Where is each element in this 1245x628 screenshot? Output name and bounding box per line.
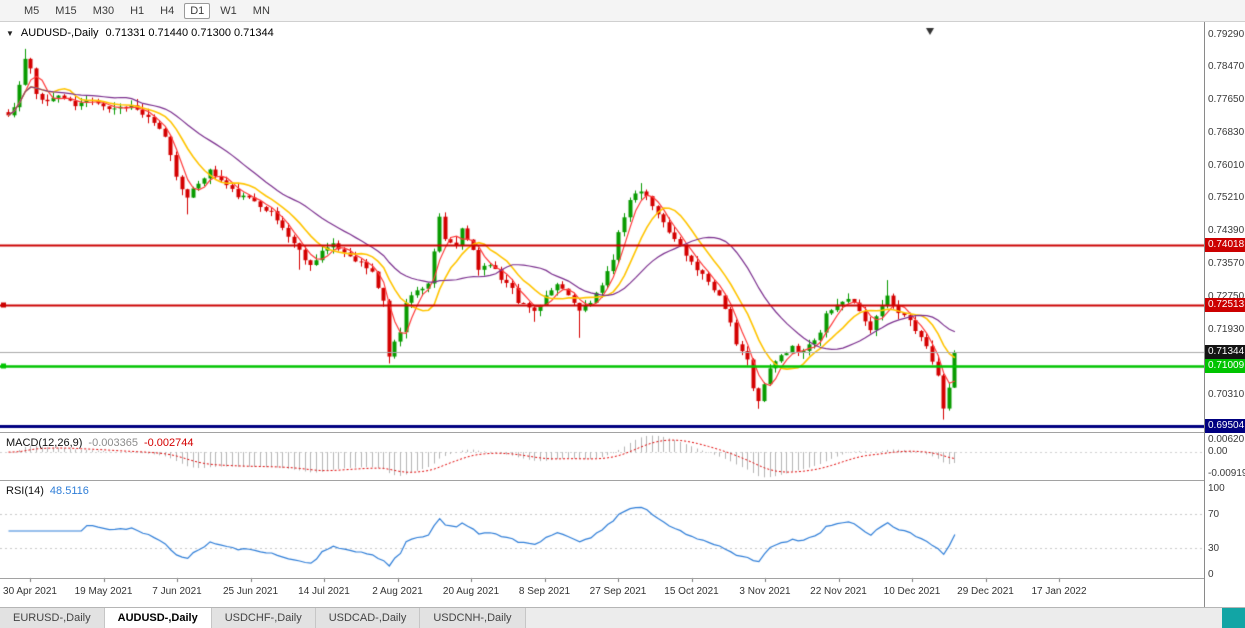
price-axis-label: 0.78470: [1208, 61, 1245, 73]
rsi-axis-label: 70: [1208, 508, 1220, 520]
timeframe-button-h1[interactable]: H1: [130, 4, 145, 17]
macd-value-main: -0.003365: [88, 437, 138, 449]
price-axis-label: 0.76830: [1208, 127, 1245, 139]
price-level-badge: 0.72513: [1205, 298, 1245, 313]
time-axis-label: 22 Nov 2021: [810, 586, 867, 597]
macd-axis-label: -0.00919: [1208, 468, 1245, 479]
time-axis-label: 17 Jan 2022: [1031, 586, 1087, 597]
rsi-name: RSI(14): [6, 485, 44, 497]
price-axis-label: 0.70310: [1208, 388, 1245, 400]
chart-area: ▼ AUDUSD-,Daily 0.71331 0.71440 0.71300 …: [0, 22, 1245, 607]
macd-axis-label: 0.00: [1208, 446, 1228, 458]
price-level-badge: 0.71009: [1205, 358, 1245, 373]
time-axis-label: 8 Sep 2021: [518, 586, 571, 597]
timeframe-button-w1[interactable]: W1: [220, 4, 237, 17]
price-axis-label: 0.75210: [1208, 192, 1245, 204]
pane-separator[interactable]: [0, 432, 1245, 433]
time-axis-label: 14 Jul 2021: [298, 586, 350, 597]
timeframe-button-h4[interactable]: H4: [160, 4, 175, 17]
time-axis: 30 Apr 2021 19 May 2021 7 Jun 2021 25 Jun 2…: [0, 579, 1204, 607]
price-chart-canvas[interactable]: [0, 22, 1204, 607]
price-axis-label: 0.74390: [1208, 225, 1245, 236]
timeframe-button-mn[interactable]: MN: [252, 4, 270, 17]
time-axis-label: 20 Aug 2021: [442, 586, 500, 597]
tab-eurusd[interactable]: EURUSD-,Daily: [0, 608, 105, 628]
current-price-badge: 0.71344: [1205, 345, 1245, 360]
time-axis-label: 3 Nov 2021: [739, 586, 791, 597]
chart-tab-bar: EURUSD-,Daily AUDUSD-,Daily USDCHF-,Daily U…: [0, 607, 1245, 628]
price-axis-label: 0.77650: [1208, 94, 1245, 106]
timeframe-button-m5[interactable]: M5: [24, 4, 40, 17]
timeframe-button-m15[interactable]: M15: [55, 4, 77, 17]
tab-audusd[interactable]: AUDUSD-,Daily: [104, 608, 212, 628]
timeframe-button-m30[interactable]: M30: [92, 4, 115, 17]
price-level-badge: 0.69504: [1205, 418, 1245, 433]
time-axis-label: 2 Aug 2021: [372, 586, 423, 597]
macd-axis-label: 0.00620: [1208, 434, 1245, 445]
chart-ohlc-values: 0.71331 0.71440 0.71300 0.71344: [105, 27, 274, 39]
rsi-indicator-label: RSI(14) 48.5116: [6, 485, 89, 497]
time-axis-label: 7 Jun 2021: [152, 586, 202, 597]
window-corner-accent: [1222, 608, 1245, 628]
time-axis-label: 25 Jun 2021: [222, 586, 279, 597]
chart-symbol-label: AUDUSD-,Daily: [20, 27, 99, 39]
price-level-badge: 0.74018: [1205, 237, 1245, 252]
rsi-value: 48.5116: [49, 485, 89, 497]
price-axis: 0.79290 0.78470 0.77650 0.76830 0.76010 0.752…: [1204, 22, 1245, 607]
pane-separator[interactable]: [0, 578, 1245, 579]
time-axis-label: 29 Dec 2021: [957, 586, 1014, 597]
price-axis-label: 0.71930: [1208, 323, 1245, 335]
rsi-axis-label: 0: [1208, 569, 1214, 580]
price-axis-label: 0.76010: [1208, 160, 1245, 172]
chart-header: ▼ AUDUSD-,Daily 0.71331 0.71440 0.71300 …: [6, 27, 274, 39]
tab-usdchf[interactable]: USDCHF-,Daily: [211, 608, 316, 628]
time-axis-label: 15 Oct 2021: [664, 586, 719, 597]
macd-indicator-label: MACD(12,26,9) -0.003365 -0.002744: [6, 437, 194, 449]
macd-name: MACD(12,26,9): [6, 437, 83, 449]
macd-value-signal: -0.002744: [143, 437, 194, 449]
tab-usdcad[interactable]: USDCAD-,Daily: [315, 608, 421, 628]
tab-usdcnh[interactable]: USDCNH-,Daily: [420, 608, 526, 628]
rsi-axis-label: 30: [1208, 543, 1220, 555]
pane-separator[interactable]: [0, 480, 1245, 481]
time-axis-label: 30 Apr 2021: [3, 586, 57, 597]
rsi-axis-label: 100: [1208, 483, 1225, 494]
time-axis-label: 10 Dec 2021: [883, 586, 941, 597]
timeframe-button-d1[interactable]: D1: [184, 2, 211, 19]
price-axis-label: 0.73570: [1208, 257, 1245, 269]
timeframe-toolbar: M5 M15 M30 H1 H4 D1 W1 MN: [0, 0, 1245, 22]
price-axis-label: 0.72750: [1208, 290, 1245, 302]
time-axis-label: 19 May 2021: [74, 586, 133, 597]
time-axis-label: 27 Sep 2021: [589, 586, 647, 597]
symbol-dropdown-icon[interactable]: ▼: [6, 28, 14, 38]
price-axis-label: 0.79290: [1208, 28, 1245, 40]
